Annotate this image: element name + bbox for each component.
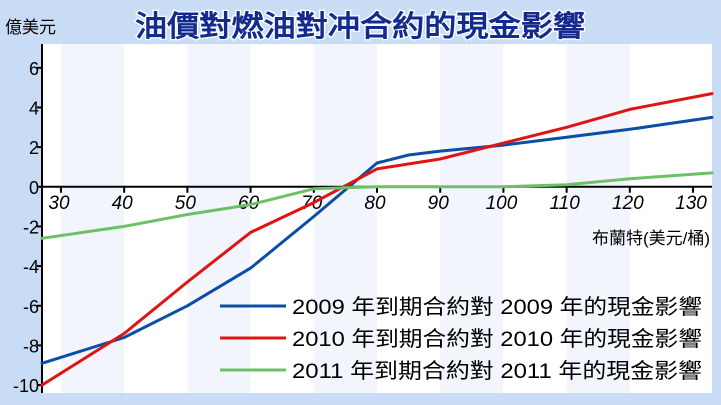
series-line-1 <box>40 92 714 387</box>
series-lines <box>40 92 714 387</box>
y-tick-label: -4 <box>23 257 39 277</box>
y-tick-label: -10 <box>13 376 39 396</box>
x-tick-label: 80 <box>364 193 386 214</box>
y-tick-label: -6 <box>23 297 39 317</box>
y-tick-label: 0 <box>29 178 39 198</box>
shaded-bands <box>60 44 630 393</box>
x-tick-label: 120 <box>612 193 644 214</box>
shaded-band <box>440 44 504 393</box>
x-tick-label: 40 <box>112 193 134 214</box>
shaded-band <box>566 44 630 393</box>
x-tick-label: 110 <box>549 193 580 214</box>
series-line-0 <box>40 115 714 365</box>
legend: 2009 年到期合約對 2009 年的現金影響 2010 年到期合約對 2010 … <box>220 296 702 383</box>
series-line-2 <box>40 171 714 240</box>
x-unit-label: 布蘭特(美元/桶) <box>592 229 710 248</box>
legend-label: 2010 年到期合約對 2010 年的現金影響 <box>292 328 702 351</box>
legend-label: 2009 年到期合約對 2009 年的現金影響 <box>292 296 702 319</box>
y-tick-label: -8 <box>23 336 39 356</box>
x-tick-label: 90 <box>428 193 450 214</box>
x-tick-label: 50 <box>175 193 197 214</box>
y-tick-label: 2 <box>29 138 39 158</box>
legend-label: 2011 年到期合約對 2011 年的現金影響 <box>292 360 702 383</box>
x-tick-label: 130 <box>675 193 707 214</box>
x-tick-label: 60 <box>238 193 260 214</box>
x-tick-label: 100 <box>486 193 518 214</box>
y-tick-label: -2 <box>23 217 39 237</box>
shaded-band <box>60 44 125 393</box>
y-unit-label: 億美元 <box>5 18 56 37</box>
shaded-band <box>313 44 377 393</box>
chart-title: 油價對燃油對冲合約的現金影響 <box>135 9 585 43</box>
x-tick-label: 30 <box>48 193 70 214</box>
y-tick-label: 6 <box>29 59 39 79</box>
y-ticks: 6 4 2 0 -2 -4 -6 -8 -10 <box>13 59 42 396</box>
y-tick-label: 4 <box>29 98 39 118</box>
shaded-band <box>187 44 251 393</box>
